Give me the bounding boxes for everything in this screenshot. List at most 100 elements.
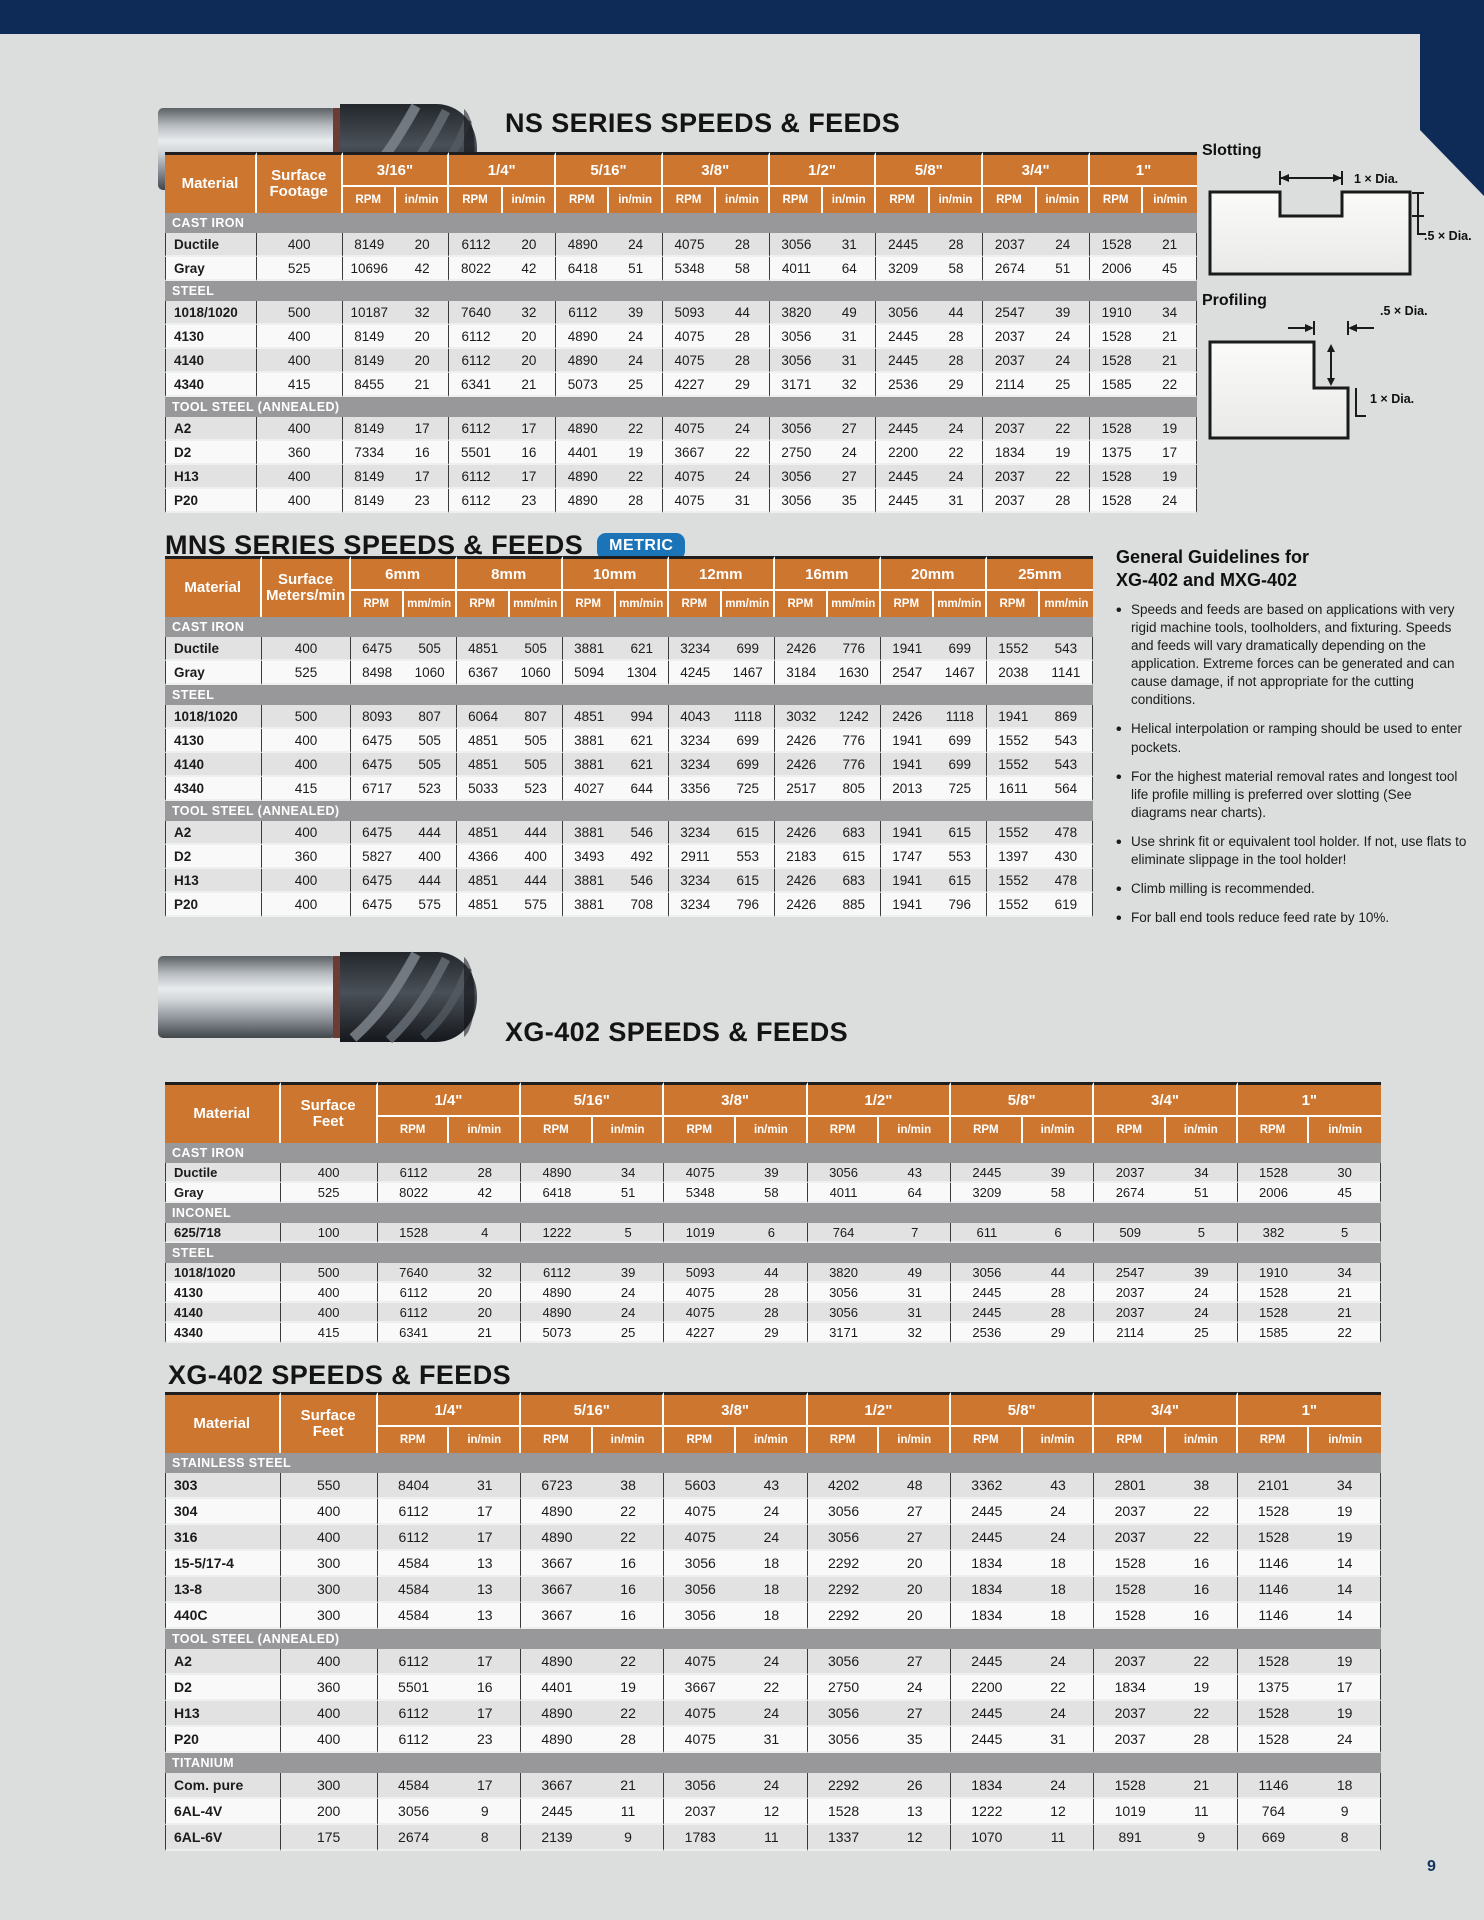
feed-value-cell: 23 xyxy=(502,489,557,513)
feed-value-cell: 48 xyxy=(879,1473,952,1499)
feed-value-cell: 21 xyxy=(592,1773,665,1799)
feed-value-cell: 58 xyxy=(716,257,770,281)
feed-value-cell: 42 xyxy=(395,257,450,281)
rpm-value-cell: 3234 xyxy=(668,869,722,893)
feed-unit-header: in/min xyxy=(592,1427,665,1453)
rpm-value-cell: 6112 xyxy=(449,417,503,441)
feed-value-cell: 64 xyxy=(823,257,877,281)
section-label: TITANIUM xyxy=(165,1753,1381,1773)
feed-value-cell: 23 xyxy=(395,489,450,513)
feed-value-cell: 25 xyxy=(1036,373,1090,397)
rpm-value-cell: 3056 xyxy=(377,1799,450,1825)
feed-value-cell: 20 xyxy=(502,325,557,349)
rpm-value-cell: 1146 xyxy=(1237,1773,1310,1799)
feed-value-cell: 28 xyxy=(716,325,770,349)
rpm-value-cell: 2006 xyxy=(1237,1183,1310,1203)
mns-title-text: MNS SERIES SPEEDS & FEEDS xyxy=(165,530,584,561)
rpm-value-cell: 4075 xyxy=(664,1303,737,1323)
xg2-speeds-feeds-table: Material Surface Feet 1/4" 5/16" 3/8" 1/2" 5/8"… xyxy=(165,1392,1381,1851)
feed-value-cell: 31 xyxy=(736,1727,808,1753)
rpm-value-cell: 2013 xyxy=(880,777,934,801)
rpm-value-cell: 4075 xyxy=(664,1649,737,1675)
rpm-value-cell: 2037 xyxy=(1094,1727,1166,1753)
rpm-value-cell: 2536 xyxy=(951,1323,1023,1343)
feed-value-cell: 27 xyxy=(823,417,877,441)
material-name-cell: 4340 xyxy=(165,1323,281,1343)
rpm-value-cell: 5033 xyxy=(456,777,510,801)
rpm-value-cell: 5348 xyxy=(662,257,717,281)
feed-value-cell: 17 xyxy=(502,465,557,489)
rpm-value-cell: 1552 xyxy=(986,729,1040,753)
guideline-item: Use shrink fit or equivalent tool holder… xyxy=(1116,832,1468,869)
rpm-value-cell: 611 xyxy=(951,1223,1023,1243)
material-data-row: 13-8 300 4584 13 3667 16 3056 18 2292 20 1834 18 152… xyxy=(165,1577,1381,1603)
rpm-value-cell: 4851 xyxy=(456,821,510,845)
feed-value-cell: 24 xyxy=(736,1649,808,1675)
rpm-value-cell: 5501 xyxy=(449,441,503,465)
surface-value-cell: 525 xyxy=(280,1183,378,1203)
rpm-value-cell: 2426 xyxy=(774,869,828,893)
feed-value-cell: 22 xyxy=(736,1675,808,1701)
size-column-header: 1/4" xyxy=(377,1082,522,1117)
feed-value-cell: 17 xyxy=(1309,1675,1381,1701)
rpm-value-cell: 3234 xyxy=(668,729,722,753)
endmill-illustration xyxy=(158,951,477,1044)
rpm-value-cell: 8022 xyxy=(449,257,503,281)
xg2-table-title: XG-402 SPEEDS & FEEDS xyxy=(168,1360,512,1391)
rpm-value-cell: 4027 xyxy=(562,777,616,801)
rpm-value-cell: 2445 xyxy=(951,1525,1023,1551)
rpm-value-cell: 8022 xyxy=(377,1183,450,1203)
rpm-value-cell: 4075 xyxy=(662,489,717,513)
feed-value-cell: 22 xyxy=(592,1649,665,1675)
feed-unit-header: mm/min xyxy=(721,591,775,617)
feed-value-cell: 23 xyxy=(449,1727,522,1753)
size-column-header: 20mm xyxy=(880,556,987,591)
feed-value-cell: 505 xyxy=(403,729,457,753)
rpm-value-cell: 2037 xyxy=(664,1799,737,1825)
feed-value-cell: 5 xyxy=(1166,1223,1238,1243)
feed-value-cell: 444 xyxy=(403,869,457,893)
rpm-value-cell: 5094 xyxy=(562,661,616,685)
rpm-value-cell: 2517 xyxy=(774,777,828,801)
rpm-value-cell: 4851 xyxy=(456,893,510,917)
rpm-unit-header: RPM xyxy=(521,1117,593,1143)
rpm-value-cell: 2037 xyxy=(983,489,1037,513)
rpm-unit-header: RPM xyxy=(951,1117,1023,1143)
rpm-value-cell: 4890 xyxy=(521,1727,593,1753)
material-column-header: Material xyxy=(165,556,263,617)
material-column-header: Material xyxy=(165,152,257,213)
feed-unit-header: in/min xyxy=(1036,187,1090,213)
rpm-value-cell: 4075 xyxy=(662,349,717,373)
rpm-value-cell: 4075 xyxy=(664,1499,737,1525)
rpm-value-cell: 2292 xyxy=(807,1577,880,1603)
metric-badge: METRIC xyxy=(597,533,686,561)
section-label: CAST IRON xyxy=(165,213,1197,233)
surface-value-cell: 300 xyxy=(280,1603,378,1629)
feed-value-cell: 24 xyxy=(716,417,770,441)
feed-value-cell: 20 xyxy=(395,349,450,373)
feed-value-cell: 34 xyxy=(1309,1473,1381,1499)
feed-value-cell: 20 xyxy=(502,349,557,373)
feed-value-cell: 575 xyxy=(403,893,457,917)
rpm-value-cell: 4890 xyxy=(521,1303,593,1323)
rpm-value-cell: 6112 xyxy=(449,325,503,349)
rpm-value-cell: 3184 xyxy=(774,661,828,685)
rpm-value-cell: 2536 xyxy=(876,373,930,397)
size-column-header: 10mm xyxy=(562,556,669,591)
rpm-unit-header: RPM xyxy=(449,187,503,213)
size-column-header: 25mm xyxy=(986,556,1093,591)
rpm-value-cell: 3209 xyxy=(876,257,930,281)
surface-value-cell: 360 xyxy=(280,1675,378,1701)
surface-value-cell: 300 xyxy=(280,1577,378,1603)
feed-unit-header: in/min xyxy=(449,1427,522,1453)
rpm-unit-header: RPM xyxy=(662,187,717,213)
section-label: TOOL STEEL (ANNEALED) xyxy=(165,801,1093,821)
feed-value-cell: 1060 xyxy=(509,661,563,685)
rpm-value-cell: 3356 xyxy=(668,777,722,801)
section-header-row: CAST IRON xyxy=(165,1143,1381,1163)
rpm-value-cell: 4851 xyxy=(456,869,510,893)
rpm-value-cell: 3820 xyxy=(807,1263,880,1283)
feed-value-cell: 1118 xyxy=(721,705,775,729)
material-data-row: Gray 525 10696 42 8022 42 6418 51 5348 58 4011 64 32… xyxy=(165,257,1197,281)
feed-value-cell: 24 xyxy=(1022,1649,1095,1675)
